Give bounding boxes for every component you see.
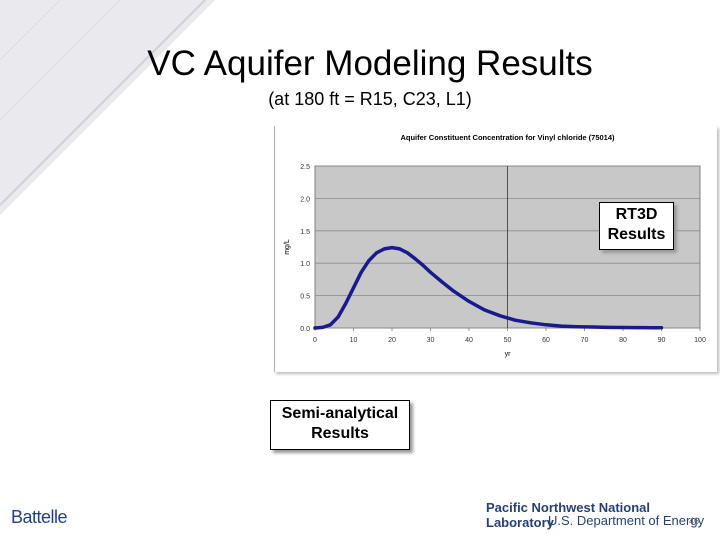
x-tick-label: 50 xyxy=(504,337,512,344)
data-point xyxy=(575,325,579,329)
data-point xyxy=(367,259,371,263)
doe-logo-text: U.S. Department of Energy xyxy=(548,513,705,528)
data-point xyxy=(606,325,610,329)
rt3d-callout-line1: RT3D xyxy=(615,206,658,223)
x-tick-label: 0 xyxy=(313,337,317,344)
data-point xyxy=(328,323,332,327)
pnnl-logo-text: Pacific Northwest National Laboratory xyxy=(486,500,650,530)
series-line xyxy=(313,245,664,330)
data-point xyxy=(428,270,433,274)
x-tick-label: 30 xyxy=(427,337,435,344)
page-number: 46 xyxy=(689,516,700,526)
chart-title: Aquifer Constituent Concentration for Vi… xyxy=(400,133,615,142)
data-point xyxy=(313,326,317,330)
data-point xyxy=(498,314,502,318)
semi-callout-line1: Semi-analytical xyxy=(281,405,399,422)
data-point xyxy=(636,326,640,330)
y-tick-label: 2.5 xyxy=(300,164,310,171)
y-tick-label: 1.0 xyxy=(300,261,310,268)
battelle-logo: Battelle xyxy=(11,507,68,527)
x-axis-label: yr xyxy=(505,351,512,358)
data-point xyxy=(421,263,425,267)
y-tick-label: 1.5 xyxy=(300,229,310,236)
data-point xyxy=(405,251,409,255)
data-point xyxy=(336,315,340,319)
data-point xyxy=(513,318,517,322)
data-point xyxy=(390,246,394,250)
x-tick-label: 10 xyxy=(350,337,358,344)
x-tick-label: 40 xyxy=(465,337,473,344)
data-point xyxy=(621,325,625,330)
y-tick-label: 0.0 xyxy=(300,326,310,333)
data-point xyxy=(659,326,664,330)
x-tick-label: 90 xyxy=(658,337,666,344)
data-point xyxy=(382,247,386,251)
data-point xyxy=(344,301,348,305)
rt3d-callout-line2: Results xyxy=(607,226,666,243)
data-point xyxy=(529,321,533,325)
x-tick-label: 60 xyxy=(542,337,550,344)
data-point xyxy=(467,299,471,303)
data-point xyxy=(652,326,656,330)
data-point xyxy=(398,247,402,251)
data-point xyxy=(440,280,444,284)
data-point xyxy=(544,323,548,327)
data-point xyxy=(359,270,363,274)
x-tick-label: 80 xyxy=(619,337,627,344)
x-tick-label: 20 xyxy=(388,337,396,344)
x-tick-label: 100 xyxy=(694,337,706,344)
rt3d-results-callout: RT3D Results xyxy=(599,202,674,250)
data-point xyxy=(375,251,379,255)
slide-subtitle: (at 180 ft = R15, C23, L1) xyxy=(268,89,472,109)
y-tick-label: 0.5 xyxy=(300,294,310,301)
data-point xyxy=(559,324,563,328)
data-point xyxy=(482,308,486,312)
data-point xyxy=(590,325,594,329)
data-point xyxy=(321,325,325,329)
data-point xyxy=(452,289,456,293)
slide-title: VC Aquifer Modeling Results xyxy=(147,44,593,83)
data-point xyxy=(413,257,417,261)
semi-callout-line2: Results xyxy=(311,425,369,442)
y-axis-label: mg/L xyxy=(284,239,291,255)
data-point xyxy=(351,286,356,290)
x-tick-label: 70 xyxy=(581,337,589,344)
semi-analytical-results-callout: Semi-analytical Results xyxy=(270,400,410,450)
y-tick-label: 2.0 xyxy=(300,196,310,203)
